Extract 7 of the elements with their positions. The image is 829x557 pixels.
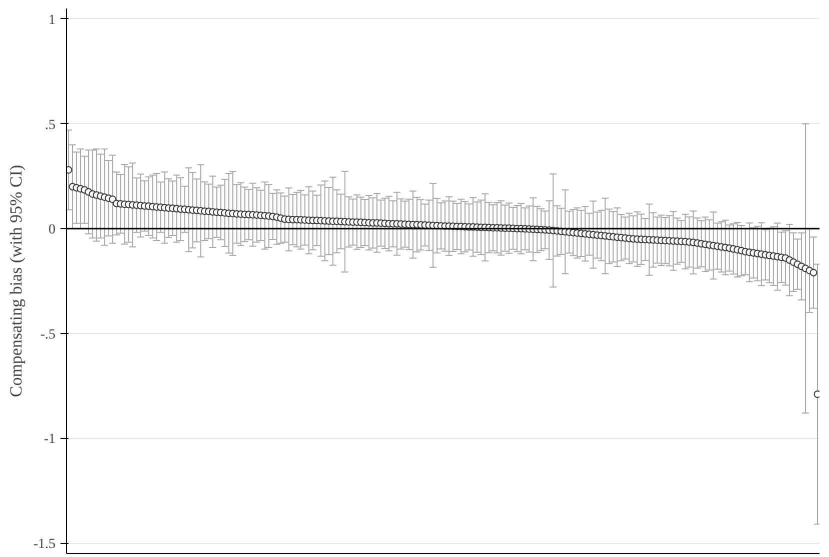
y-tick-label: .5 [45,118,56,133]
y-tick-label: -1.5 [33,537,56,552]
y-tick-label: -1 [44,432,56,448]
y-axis-title: Compensating bias (with 95% CI) [6,164,26,398]
y-tick-label: 0 [48,222,56,238]
y-tick-label: 1 [48,12,56,28]
y-tick-label: -.5 [40,327,56,342]
